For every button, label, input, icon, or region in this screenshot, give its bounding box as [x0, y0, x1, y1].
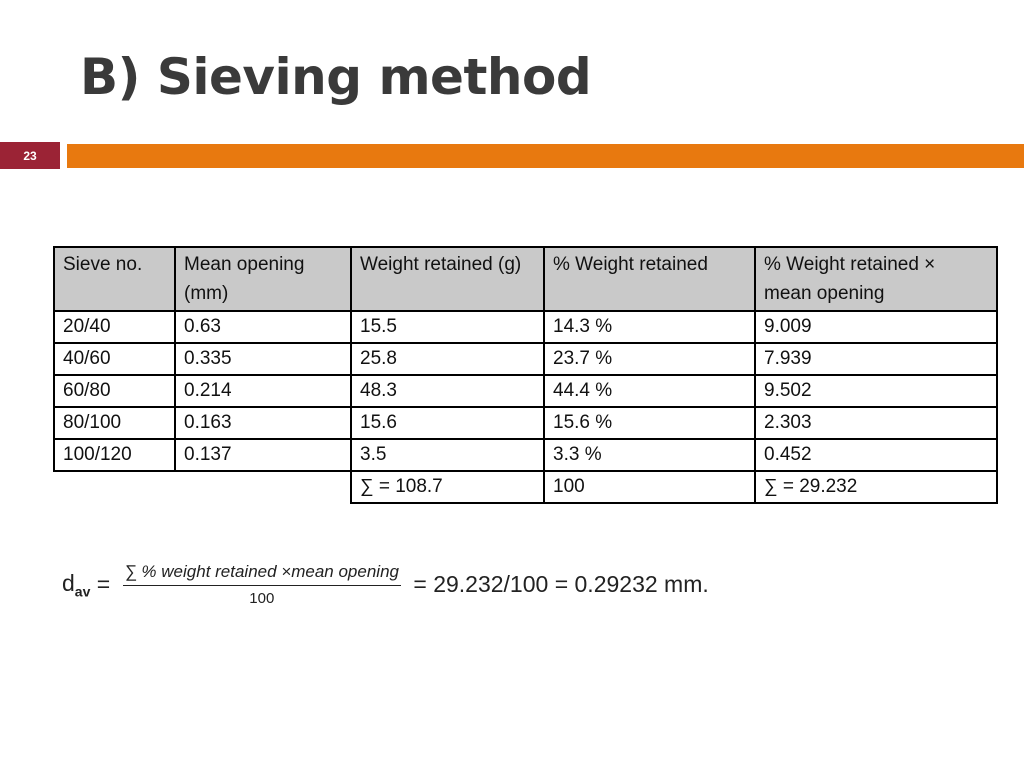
cell-weight-retained: 48.3	[350, 374, 545, 408]
header-weight-retained: Weight retained (g)	[350, 246, 545, 312]
page-number-badge: 23	[0, 142, 60, 169]
accent-bar	[67, 144, 1024, 168]
cell-sieve-no: 100/120	[53, 438, 176, 472]
cell-sieve-no: 60/80	[53, 374, 176, 408]
cell-mean-opening: 0.137	[174, 438, 352, 472]
table-row: 100/120 0.137 3.5 3.3 % 0.452	[53, 438, 998, 472]
cell-product: 2.303	[754, 406, 998, 440]
table-row: 60/80 0.214 48.3 44.4 % 9.502	[53, 374, 998, 408]
slide-title: B) Sieving method	[80, 48, 592, 106]
cell-weight-retained: 15.5	[350, 310, 545, 344]
cell-product: 9.009	[754, 310, 998, 344]
cell-mean-opening: 0.63	[174, 310, 352, 344]
cell-sieve-no: 80/100	[53, 406, 176, 440]
formula-lhs-subscript: av	[74, 583, 91, 600]
cell-mean-opening: 0.335	[174, 342, 352, 376]
total-weight-retained: ∑ = 108.7	[350, 470, 545, 504]
cell-weight-retained: 25.8	[350, 342, 545, 376]
cell-weight-retained: 15.6	[350, 406, 545, 440]
cell-sieve-no: 20/40	[53, 310, 176, 344]
cell-percent-weight: 23.7 %	[543, 342, 756, 376]
header-sieve-no: Sieve no.	[53, 246, 176, 312]
formula-result: = 29.232/100 = 0.29232 mm.	[406, 571, 709, 597]
sieve-table: Sieve no. Mean opening (mm) Weight retai…	[53, 246, 998, 504]
cell-weight-retained: 3.5	[350, 438, 545, 472]
formula-lhs: dav	[62, 569, 91, 600]
header-mean-opening: Mean opening (mm)	[174, 246, 352, 312]
total-percent-weight: 100	[543, 470, 756, 504]
cell-product: 9.502	[754, 374, 998, 408]
cell-product: 7.939	[754, 342, 998, 376]
cell-product: 0.452	[754, 438, 998, 472]
formula-equals: =	[90, 571, 117, 597]
cell-sieve-no: 40/60	[53, 342, 176, 376]
formula-fraction: ∑ % weight retained ×mean opening 100	[122, 562, 401, 607]
table-header-row: Sieve no. Mean opening (mm) Weight retai…	[53, 246, 998, 312]
table-totals-row: ∑ = 108.7 100 ∑ = 29.232	[54, 470, 998, 504]
header-percent-weight-retained: % Weight retained	[543, 246, 756, 312]
cell-percent-weight: 3.3 %	[543, 438, 756, 472]
table-row: 40/60 0.335 25.8 23.7 % 7.939	[53, 342, 998, 376]
average-diameter-formula: dav = ∑ % weight retained ×mean opening …	[62, 562, 709, 607]
blank-cell	[54, 471, 175, 503]
cell-mean-opening: 0.214	[174, 374, 352, 408]
header-percent-times-opening: % Weight retained × mean opening	[754, 246, 998, 312]
blank-cell	[175, 471, 351, 503]
cell-percent-weight: 15.6 %	[543, 406, 756, 440]
table-row: 20/40 0.63 15.5 14.3 % 9.009	[53, 310, 998, 344]
total-product: ∑ = 29.232	[754, 470, 998, 504]
cell-percent-weight: 44.4 %	[543, 374, 756, 408]
formula-denominator: 100	[249, 590, 275, 607]
table-row: 80/100 0.163 15.6 15.6 % 2.303	[53, 406, 998, 440]
cell-mean-opening: 0.163	[174, 406, 352, 440]
formula-numerator: ∑ % weight retained ×mean opening	[122, 562, 401, 586]
cell-percent-weight: 14.3 %	[543, 310, 756, 344]
